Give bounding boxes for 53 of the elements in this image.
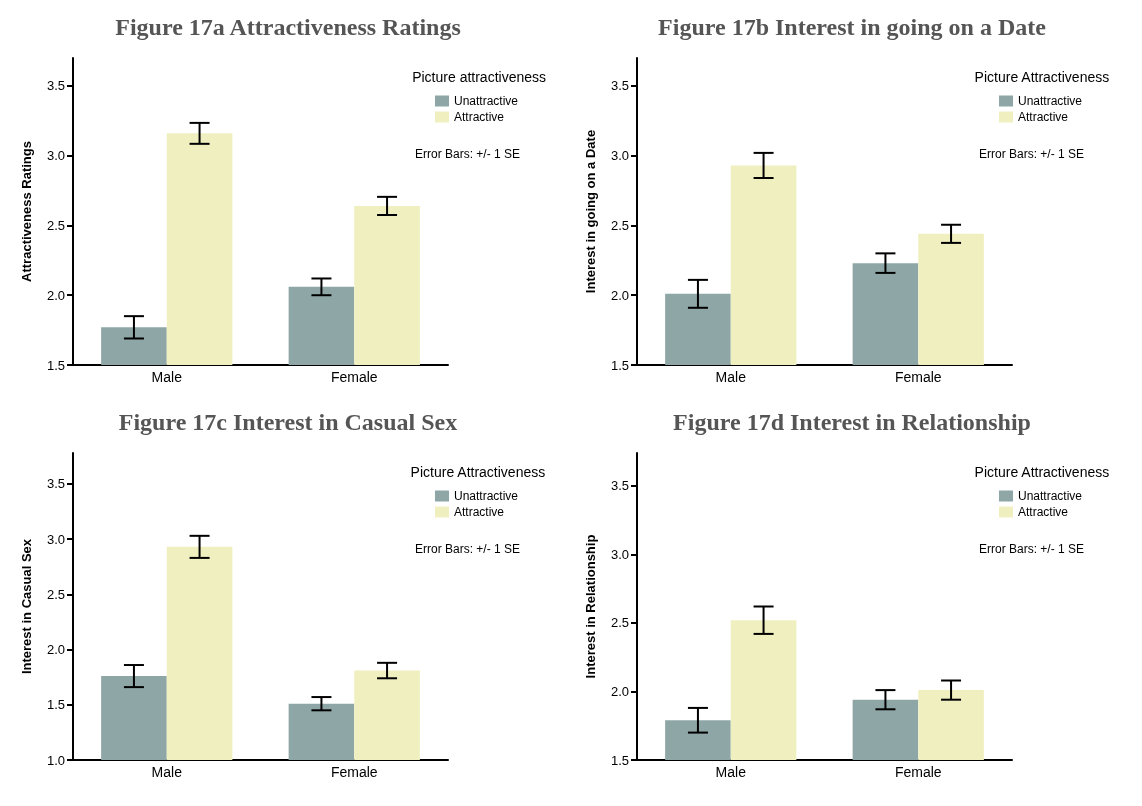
y-tick-label: 1.5 — [610, 752, 629, 768]
legend-label: Unattractive — [453, 489, 519, 503]
y-tick-label: 3.5 — [610, 78, 629, 94]
y-tick-label: 3.0 — [610, 148, 629, 164]
y-tick-label: 1.5 — [46, 357, 65, 373]
x-tick-label: Male — [151, 764, 183, 780]
y-tick-label: 3.0 — [46, 148, 65, 164]
legend-label: Attractive — [453, 505, 505, 519]
chart-title: Figure 17c Interest in Casual Sex — [118, 409, 458, 435]
x-tick-label: Female — [894, 369, 942, 385]
y-tick-label: 2.5 — [46, 217, 65, 233]
legend-title: Picture Attractiveness — [410, 464, 546, 480]
y-tick-label: 1.0 — [46, 752, 65, 768]
y-tick-label: 2.0 — [46, 287, 65, 303]
legend-label: Unattractive — [453, 94, 519, 108]
y-tick-label: 2.5 — [46, 586, 65, 602]
x-tick-label: Female — [330, 369, 378, 385]
y-tick-label: 2.5 — [610, 615, 629, 631]
y-tick-label: 3.0 — [46, 531, 65, 547]
annotation: Error Bars: +/- 1 SE — [978, 542, 1084, 556]
x-tick-label: Female — [894, 764, 942, 780]
y-tick-label: 1.5 — [610, 357, 629, 373]
x-tick-label: Female — [330, 764, 378, 780]
x-tick-label: Male — [151, 369, 183, 385]
chart-title: Figure 17b Interest in going on a Date — [658, 14, 1047, 40]
legend-label: Unattractive — [1017, 94, 1083, 108]
y-tick-label: 2.0 — [610, 683, 629, 699]
y-tick-label: 2.0 — [610, 287, 629, 303]
y-tick-label: 3.5 — [610, 478, 629, 494]
x-tick-label: Male — [715, 369, 747, 385]
y-tick-label: 2.5 — [610, 217, 629, 233]
legend-label: Attractive — [1017, 505, 1069, 519]
y-axis-title: Interest in going on a Date — [583, 129, 598, 294]
y-tick-label: 3.5 — [46, 476, 65, 492]
annotation: Error Bars: +/- 1 SE — [414, 542, 520, 556]
y-axis-title: Attractiveness Ratings — [19, 141, 34, 282]
legend-label: Attractive — [1017, 110, 1069, 124]
legend-title: Picture attractiveness — [412, 69, 547, 85]
chart-title: Figure 17d Interest in Relationship — [673, 409, 1031, 435]
annotation: Error Bars: +/- 1 SE — [414, 147, 520, 161]
y-tick-label: 1.5 — [46, 697, 65, 713]
legend-label: Unattractive — [1017, 489, 1083, 503]
legend-title: Picture Attractiveness — [974, 69, 1110, 85]
y-axis-title: Interest in Casual Sex — [19, 538, 34, 675]
y-tick-label: 3.0 — [610, 546, 629, 562]
legend-title: Picture Attractiveness — [974, 464, 1110, 480]
annotation: Error Bars: +/- 1 SE — [978, 147, 1084, 161]
chart-title: Figure 17a Attractiveness Ratings — [115, 14, 461, 40]
y-tick-label: 2.0 — [46, 642, 65, 658]
legend-label: Attractive — [453, 110, 505, 124]
y-axis-title: Interest in Relationship — [583, 534, 598, 679]
x-tick-label: Male — [715, 764, 747, 780]
y-tick-label: 3.5 — [46, 78, 65, 94]
